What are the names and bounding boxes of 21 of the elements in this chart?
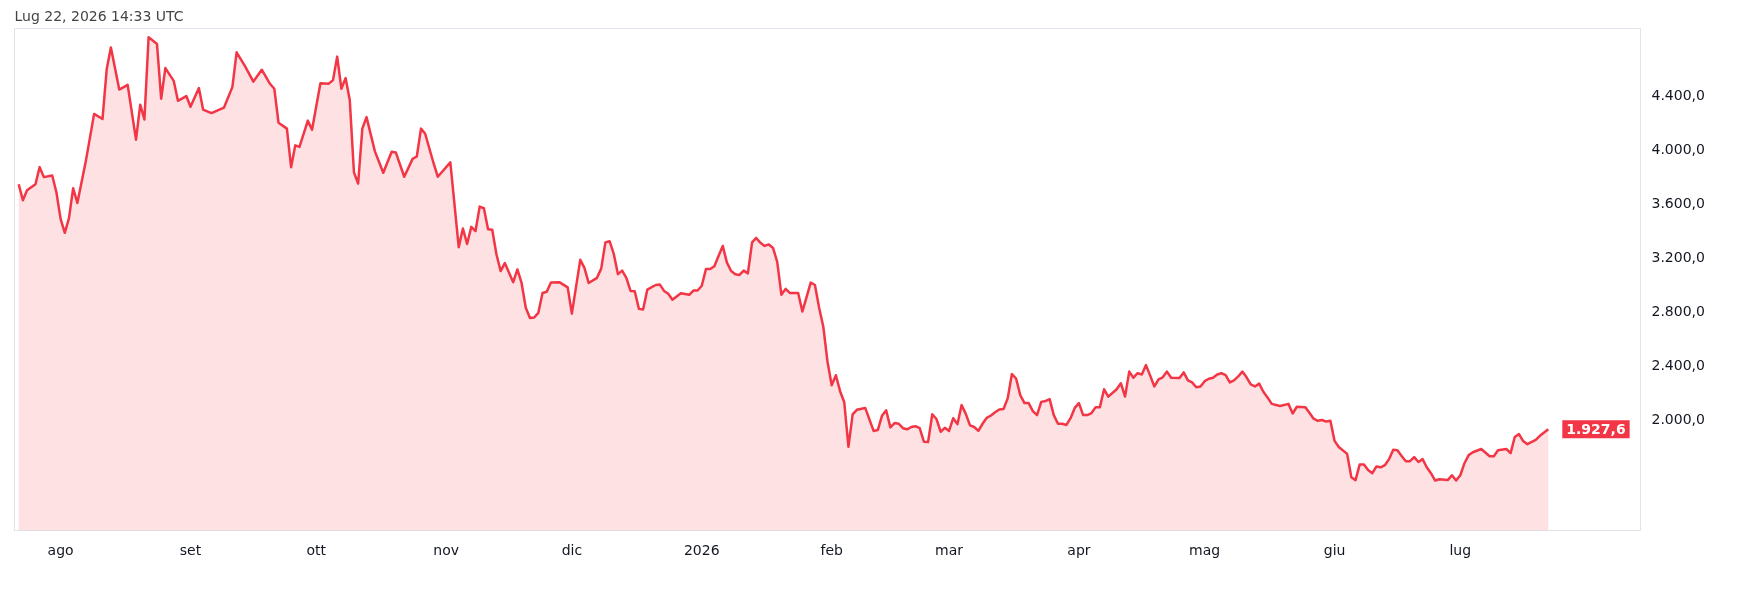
x-tick-label: mag bbox=[1189, 541, 1221, 558]
y-tick-label: 2.800,0 bbox=[1651, 303, 1705, 320]
x-tick-label: apr bbox=[1067, 541, 1091, 558]
x-tick-label: 2026 bbox=[683, 541, 720, 558]
x-tick-label: feb bbox=[820, 541, 844, 558]
annotation: 1.927,6 bbox=[1566, 421, 1626, 438]
x-tick-label: nov bbox=[433, 541, 460, 558]
x-tick-label: set bbox=[179, 541, 202, 558]
x-tick-label: giu bbox=[1323, 541, 1346, 558]
y-tick-label: 3.200,0 bbox=[1651, 249, 1705, 266]
chart-title: Lug 22, 2026 14:33 UTC bbox=[14, 7, 184, 24]
y-tick-label: 2.000,0 bbox=[1651, 411, 1705, 428]
x-tick-label: ott bbox=[306, 541, 327, 558]
x-tick-label: dic bbox=[561, 541, 583, 558]
y-tick-label: 4.400,0 bbox=[1651, 87, 1705, 104]
y-tick-label: 4.000,0 bbox=[1651, 141, 1705, 158]
x-tick-label: lug bbox=[1449, 541, 1472, 558]
y-tick-label: 2.400,0 bbox=[1651, 357, 1705, 374]
x-tick-label: mar bbox=[935, 541, 964, 558]
y-tick-label: 3.600,0 bbox=[1651, 195, 1705, 212]
x-tick-label: ago bbox=[47, 541, 74, 558]
